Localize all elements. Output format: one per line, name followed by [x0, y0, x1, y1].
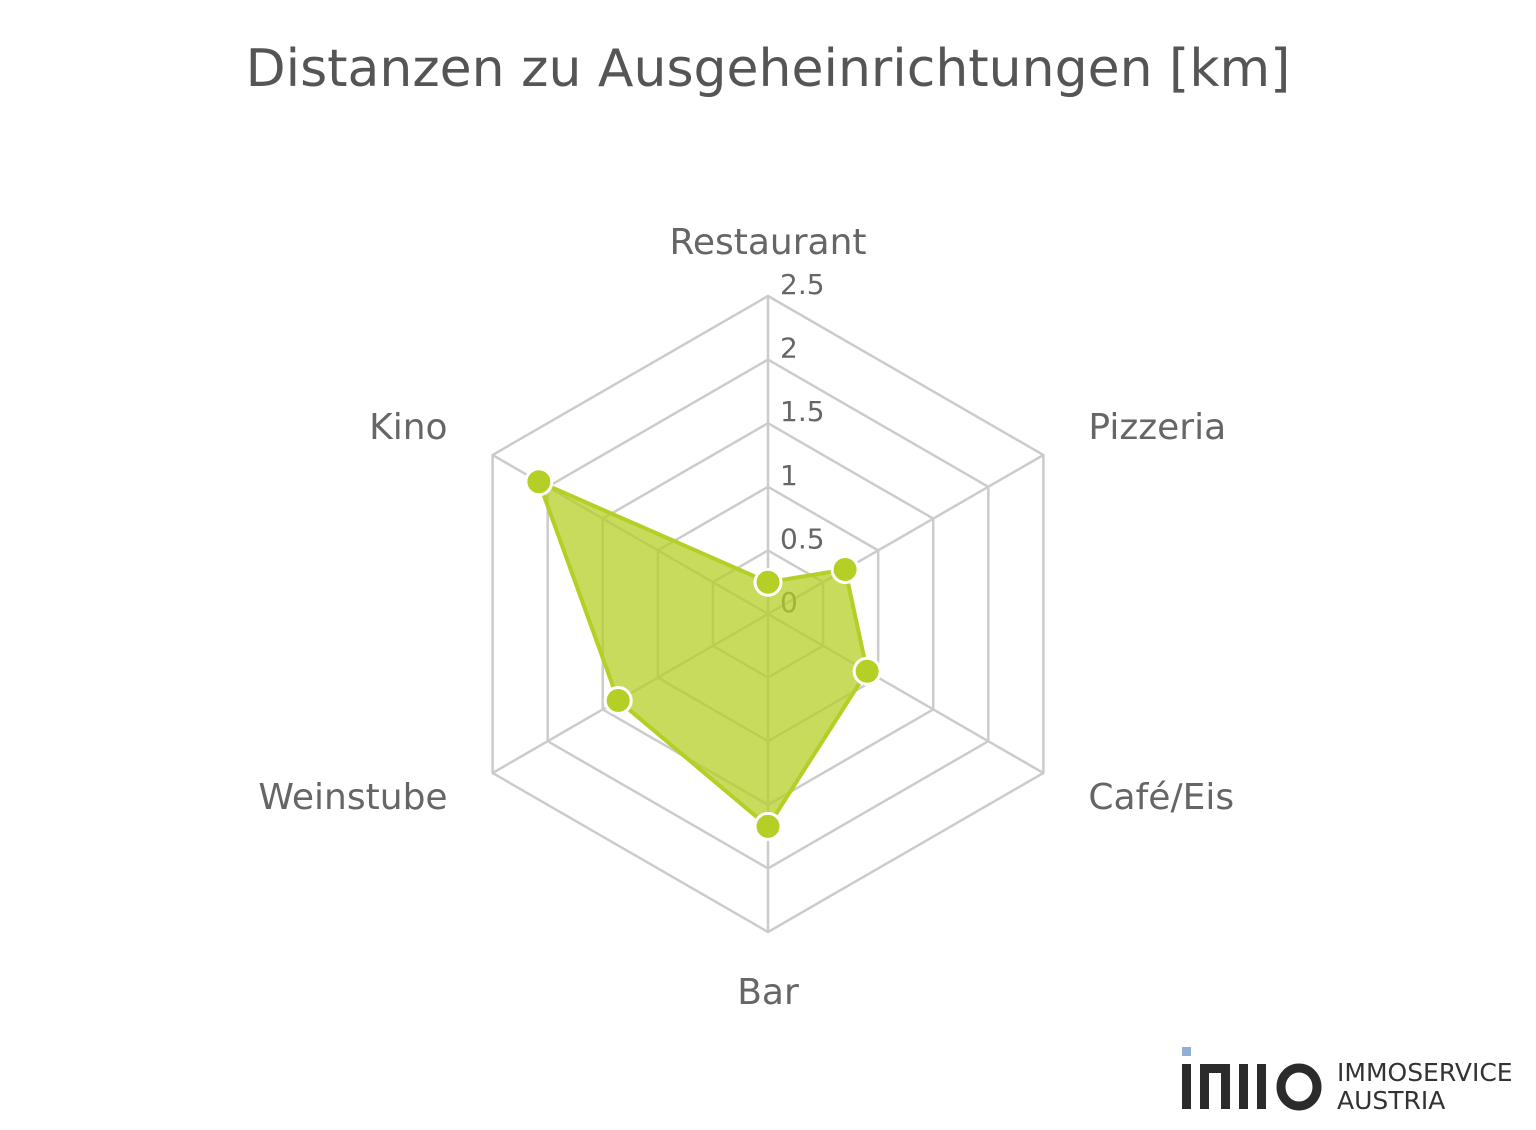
category-label: Restaurant	[669, 222, 866, 263]
logo-text: IMMOSERVICE	[1337, 1058, 1513, 1087]
logo-dot	[1182, 1047, 1191, 1056]
r-tick-label: 1.5	[780, 395, 825, 428]
category-label: Weinstube	[258, 777, 447, 818]
r-tick-label: 2.5	[780, 268, 825, 301]
logo-ring	[1276, 1063, 1322, 1111]
category-label: Café/Eis	[1088, 777, 1234, 818]
logo: IMMOSERVICE AUSTRIA	[1182, 1047, 1513, 1115]
logo-bar	[1182, 1064, 1191, 1109]
data-point	[753, 811, 783, 841]
logo-bar	[1257, 1064, 1266, 1109]
logo-bar	[1239, 1064, 1248, 1109]
chart-title: Distanzen zu Ausgeheinrichtungen [km]	[246, 39, 1291, 99]
data-point	[830, 554, 860, 584]
data-point	[852, 656, 882, 686]
logo-text: AUSTRIA	[1337, 1086, 1445, 1115]
logo-bar	[1200, 1064, 1230, 1073]
data-point	[603, 685, 633, 715]
category-label: Kino	[369, 407, 447, 448]
data-point	[753, 567, 783, 597]
logo-bar	[1221, 1064, 1230, 1109]
r-tick-label: 2	[780, 332, 798, 365]
logo-bar	[1200, 1064, 1209, 1109]
data-point	[524, 467, 554, 497]
r-tick-label: 1	[780, 459, 798, 492]
category-label: Bar	[737, 972, 799, 1013]
r-tick-label: 0.5	[780, 522, 825, 555]
category-label: Pizzeria	[1088, 407, 1226, 448]
